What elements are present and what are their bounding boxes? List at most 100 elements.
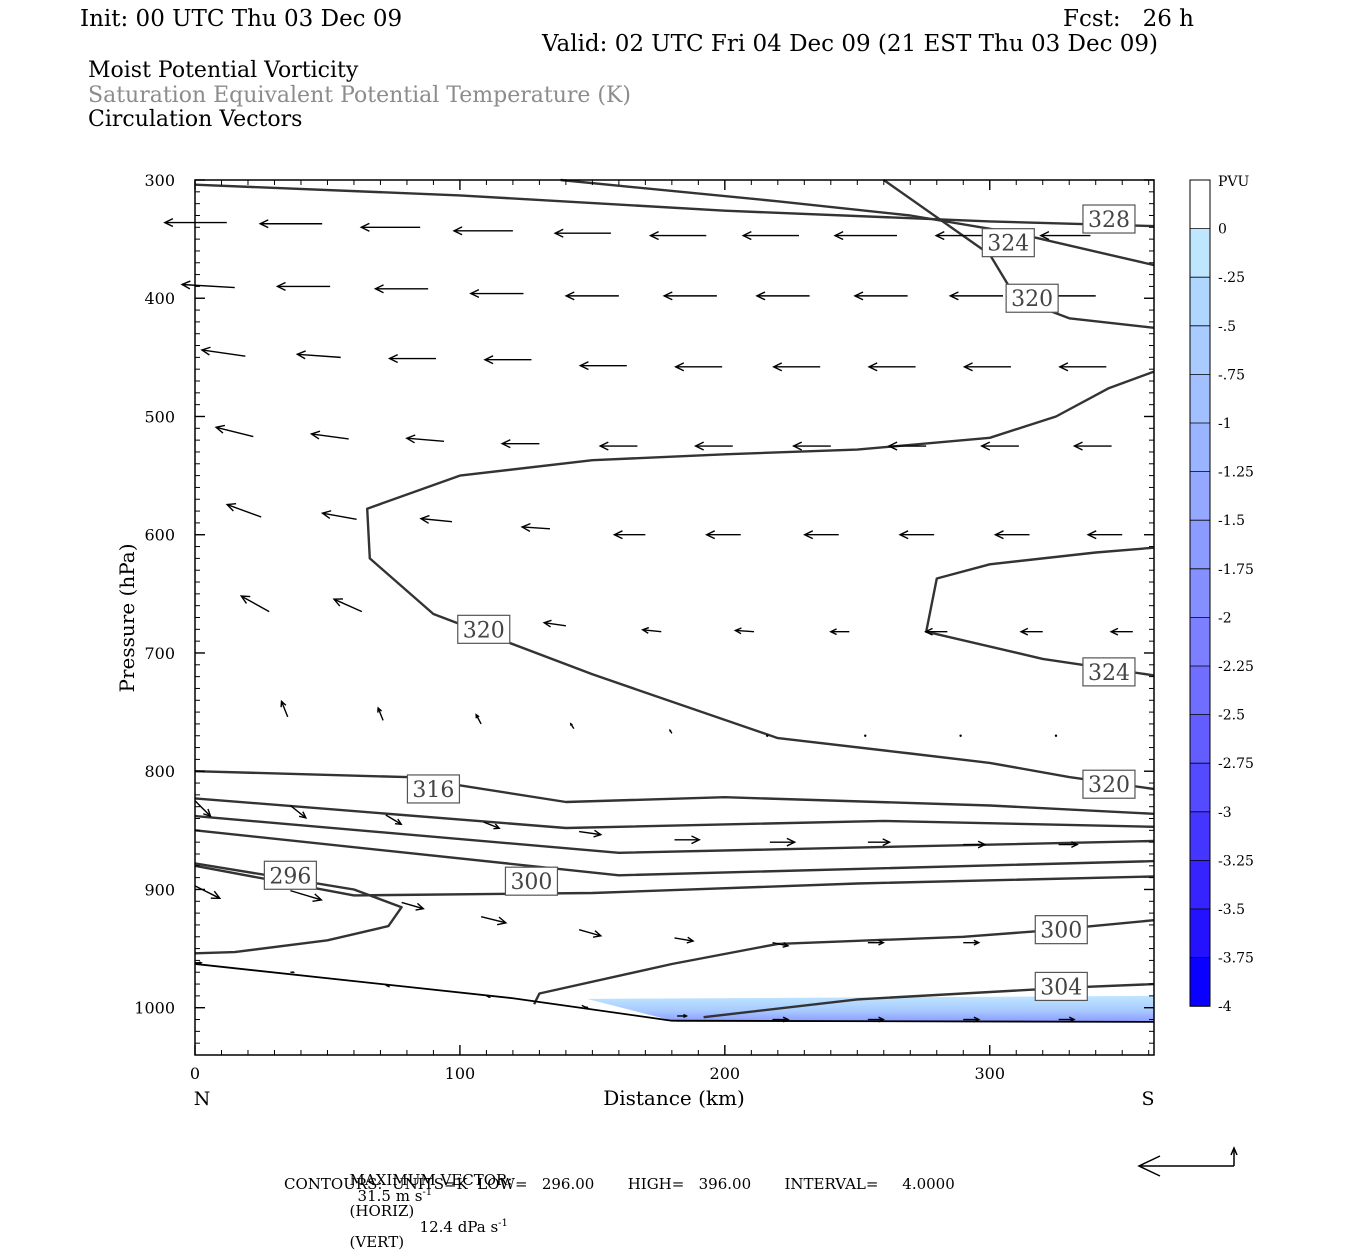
circulation-vector	[387, 354, 437, 364]
theta-es-contour-304	[194, 829, 1155, 877]
contour-label-text: 320	[1011, 287, 1053, 312]
circulation-vector	[867, 838, 892, 847]
colorbar-label: -.75	[1218, 367, 1245, 383]
y-tick-label: 400	[144, 289, 175, 308]
horiz-exponent: -1	[422, 1187, 433, 1198]
colorbar-swatch	[1190, 520, 1210, 569]
vector-head	[578, 361, 589, 371]
vector-head	[882, 838, 892, 847]
vector-head	[405, 434, 416, 444]
axes: 300 400 500 600 700 800 900 1000 0 100 200 300 N S Dis…	[115, 171, 1155, 1110]
circulation-vector	[962, 362, 1011, 372]
vector-head	[733, 627, 742, 635]
cross-section-chart: 328 324 320 320 324 316 300 296 300 304 320 300 400…	[115, 171, 1254, 1177]
vector-head	[691, 835, 701, 845]
vector-head	[878, 939, 885, 946]
vector-head	[755, 291, 766, 301]
circulation-vector	[359, 222, 421, 232]
vector-shaft	[642, 629, 662, 633]
circulation-vector	[225, 502, 262, 518]
circulation-vector	[1054, 734, 1058, 737]
circulation-vector	[853, 291, 908, 301]
vector-head	[598, 441, 609, 451]
circulation-vector	[674, 835, 701, 845]
vector-head	[592, 930, 603, 938]
theta-es-contour-300	[194, 864, 1155, 897]
vector-shaft	[544, 621, 566, 627]
theta-es-contour-324	[560, 178, 1155, 267]
vector-shaft	[864, 734, 867, 737]
vector-head	[977, 840, 987, 849]
circulation-vector	[373, 284, 429, 294]
circulation-vector	[766, 734, 769, 737]
vector-head	[980, 441, 991, 451]
circulation-vector	[180, 280, 235, 290]
circulation-vector	[803, 530, 839, 540]
x-tick-label: 300	[974, 1064, 1005, 1083]
circulation-vector	[1039, 231, 1091, 241]
circulation-vector	[385, 984, 391, 988]
vector-head	[200, 346, 211, 356]
y-tick-label: 300	[144, 171, 175, 190]
contour-label-text: 304	[1040, 975, 1082, 1000]
vector-head	[878, 1016, 885, 1023]
vector-head	[280, 699, 287, 708]
contour-label-box	[504, 866, 559, 896]
circulation-vector	[898, 530, 935, 540]
colorbar-swatch	[1190, 909, 1210, 958]
circulation-vector	[578, 361, 627, 371]
contour-label: 320	[1005, 283, 1059, 313]
vector-head	[867, 362, 878, 372]
circulation-vector	[641, 626, 662, 634]
contour-label-box	[263, 860, 317, 890]
contour-label: 320	[1082, 769, 1136, 799]
vector-shaft	[226, 503, 262, 518]
vector-shaft	[311, 433, 349, 440]
terrain-surface	[194, 963, 1155, 1023]
circulation-vector	[275, 281, 331, 291]
vector-head	[312, 893, 323, 903]
vector-head	[564, 291, 575, 301]
vector-head	[1058, 362, 1069, 372]
colorbar-swatch	[1190, 471, 1210, 521]
contour-label-box	[1082, 769, 1136, 799]
circulation-vector	[963, 1016, 981, 1023]
theta-es-contour-328	[194, 183, 1155, 228]
circulation-vector	[295, 350, 341, 360]
contour-labels: 328 324 320 320 324 316 300 296 300 304 320	[263, 204, 1136, 1002]
circulation-vector	[772, 941, 790, 948]
vector-head	[475, 713, 480, 719]
vector-head	[377, 706, 383, 713]
vector-head	[973, 1016, 981, 1023]
circulation-vector	[214, 424, 254, 438]
circulation-vector	[405, 434, 445, 444]
vector-head	[853, 291, 864, 301]
circulation-vector	[581, 1004, 590, 1010]
vector-head	[948, 291, 959, 301]
contours-info: CONTOURS: UNITS=K LOW= 296.00 HIGH= 396.…	[284, 1175, 955, 1193]
circulation-vector	[598, 441, 638, 451]
x-axis-label: Distance (km)	[603, 1086, 745, 1110]
circulation-vector	[483, 355, 532, 365]
colorbar-swatch	[1190, 860, 1210, 909]
contour-label-box	[1034, 971, 1088, 1002]
circulation-vector	[332, 598, 363, 613]
contour-label-box	[406, 774, 461, 804]
terrain-line	[194, 963, 1155, 1023]
vector-head	[225, 502, 237, 512]
vector-head	[239, 595, 251, 604]
vector-shaft	[475, 714, 482, 725]
vector-shaft	[215, 426, 254, 438]
init-time: Init: 00 UTC Thu 03 Dec 09	[80, 6, 403, 32]
vector-head	[493, 823, 501, 830]
colorbar-swatch	[1190, 811, 1210, 861]
field-title-theta-es: Saturation Equivalent Potential Temperat…	[88, 83, 631, 108]
y-tick-label: 700	[144, 644, 175, 663]
y-tick-label: 800	[144, 762, 175, 781]
vector-head	[198, 961, 203, 965]
circulation-vector	[480, 915, 508, 926]
contour-label-box	[1005, 283, 1059, 313]
colorbar-label: -1.25	[1218, 465, 1254, 481]
vector-shaft	[420, 517, 453, 523]
vector-shaft	[377, 707, 384, 721]
